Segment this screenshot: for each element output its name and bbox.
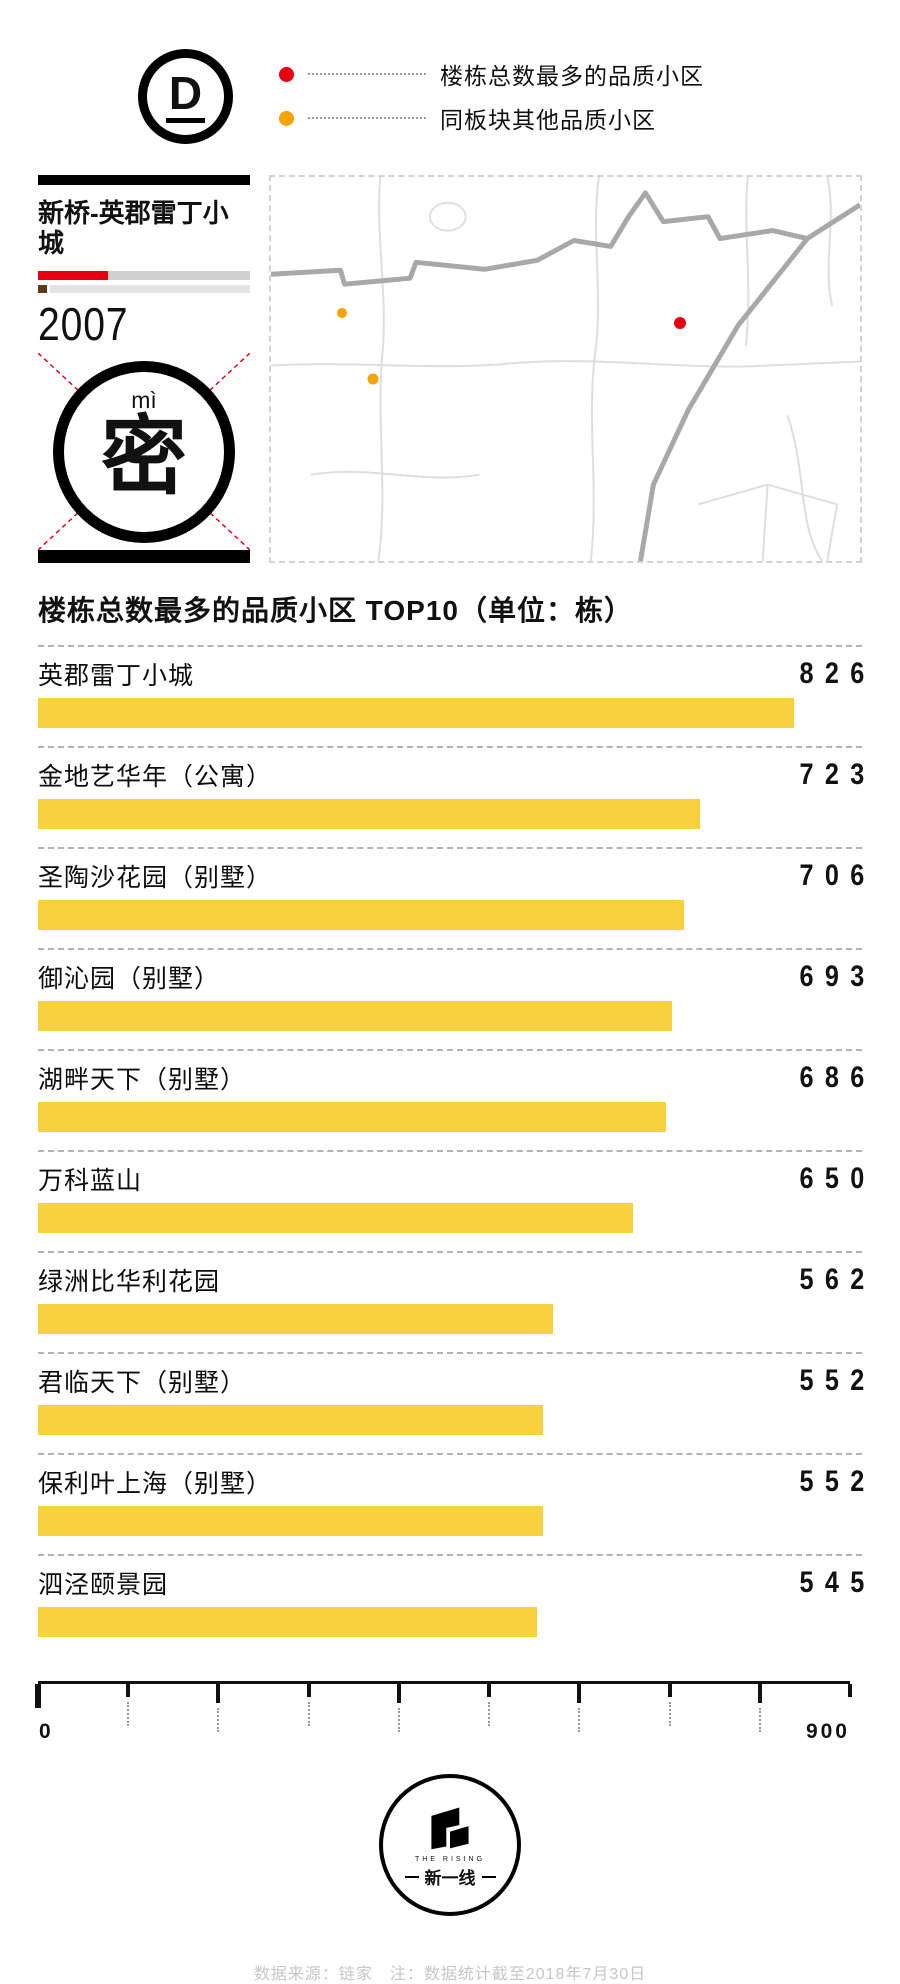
panel-year: 2007	[38, 298, 129, 350]
panel-bottom-bar	[38, 550, 250, 563]
map-roads	[271, 177, 860, 561]
chart-row: 君临天下（别墅） 552	[38, 1352, 864, 1453]
logo-chinese-text: 新一线	[399, 1864, 502, 1889]
axis-tick	[577, 1684, 582, 1732]
legend-dot-orange-icon	[279, 110, 294, 126]
panel-mini-bar-2	[38, 285, 250, 293]
legend-row-primary: 楼栋总数最多的品质小区	[279, 60, 704, 89]
info-panel: 新桥-英郡雷丁小城 2007 mì 密	[38, 175, 250, 563]
bar	[38, 1506, 544, 1536]
d-logo-letter: D	[165, 70, 206, 123]
axis-tick	[848, 1684, 852, 1697]
bar-label: 御沁园（别墅）	[38, 965, 221, 993]
bar-value: 562	[799, 1263, 876, 1296]
legend: 楼栋总数最多的品质小区 同板块其他品质小区	[279, 60, 704, 133]
axis-tick	[216, 1684, 221, 1732]
bar-value: 545	[799, 1566, 876, 1599]
stamp-character: 密	[101, 408, 187, 505]
bar-label: 泗泾颐景园	[38, 1571, 169, 1599]
map-dot-other	[367, 373, 379, 385]
x-axis-ruler: 0 900	[35, 1681, 852, 1744]
legend-dot-red-icon	[279, 66, 294, 82]
header: D 楼栋总数最多的品质小区 同板块其他品质小区	[0, 0, 900, 148]
chart-title: 楼栋总数最多的品质小区 TOP10（单位：栋）	[38, 595, 633, 626]
bar	[38, 1304, 553, 1334]
bar-label: 湖畔天下（别墅）	[38, 1066, 247, 1094]
bar-label: 绿洲比华利花园	[38, 1268, 221, 1296]
district-map	[269, 175, 862, 563]
bar-value: 706	[799, 859, 876, 892]
bar-label: 金地艺华年（公寓）	[38, 763, 273, 791]
density-stamp: mì 密	[38, 353, 250, 550]
stamp-circle: mì 密	[53, 360, 235, 543]
footer: THE RISING 新一线 数据来源：链家 注：数据统计截至2018年7月30…	[0, 1774, 900, 1984]
chart-section: 楼栋总数最多的品质小区 TOP10（单位：栋） 英郡雷丁小城 826 金地艺华年（公…	[35, 589, 864, 1744]
axis-max-label: 900	[805, 1720, 850, 1743]
axis-tick	[35, 1684, 41, 1708]
bar-value: 686	[799, 1061, 876, 1094]
bar-value: 693	[799, 960, 876, 993]
logo-left-line	[404, 1875, 419, 1878]
panel-mini-bar-gray	[50, 285, 250, 293]
panel-title: 新桥-英郡雷丁小城	[38, 198, 229, 258]
bar	[38, 698, 795, 728]
bar-label: 英郡雷丁小城	[38, 662, 195, 690]
bar	[38, 799, 700, 829]
stamp-pinyin: mì	[131, 386, 157, 413]
chart-rows: 英郡雷丁小城 826 金地艺华年（公寓） 723 圣陶沙花园（别墅） 706 御沁园（别墅）…	[38, 645, 864, 1655]
rising-lab-mark-icon	[431, 1807, 469, 1850]
panel-mini-bar-red-segment	[38, 271, 108, 280]
chart-row: 圣陶沙花园（别墅） 706	[38, 847, 864, 948]
chart-row: 泗泾颐景园 545	[38, 1554, 864, 1655]
chart-row: 英郡雷丁小城 826	[38, 645, 864, 746]
logo-right-line	[481, 1875, 496, 1878]
bar-label: 圣陶沙花园（别墅）	[38, 864, 273, 892]
bar	[38, 1607, 537, 1637]
bar-label: 君临天下（别墅）	[38, 1369, 247, 1397]
chart-row: 御沁园（别墅） 693	[38, 948, 864, 1049]
map-dot-other	[336, 308, 347, 319]
bar	[38, 1203, 634, 1233]
map-dot-primary	[674, 316, 687, 329]
bar-value: 723	[799, 758, 876, 791]
legend-row-other: 同板块其他品质小区	[279, 104, 704, 133]
panel-mini-bar-square	[38, 285, 47, 293]
axis-tick	[396, 1684, 401, 1732]
bar-label: 保利叶上海（别墅）	[38, 1470, 273, 1498]
district-boundary	[271, 190, 860, 561]
chart-row: 保利叶上海（别墅） 552	[38, 1453, 864, 1554]
axis-tick	[757, 1684, 762, 1732]
bar	[38, 1405, 544, 1435]
legend-leader-line	[308, 117, 426, 119]
rising-lab-logo: THE RISING 新一线	[379, 1774, 521, 1916]
bar-value: 552	[799, 1465, 876, 1498]
bar	[38, 900, 685, 930]
axis-tick	[306, 1684, 311, 1726]
axis-tick	[487, 1684, 492, 1726]
data-source-note: 数据来源：链家 注：数据统计截至2018年7月30日	[253, 1966, 647, 1983]
logo-english-text: THE RISING	[414, 1856, 486, 1863]
d-logo-icon: D	[138, 48, 233, 144]
chart-row: 湖畔天下（别墅） 686	[38, 1049, 864, 1150]
axis-tick	[126, 1684, 131, 1726]
bar	[38, 1102, 667, 1132]
bar	[38, 1001, 673, 1031]
chart-row: 金地艺华年（公寓） 723	[38, 746, 864, 847]
axis-min-label: 0	[39, 1720, 51, 1743]
legend-label: 同板块其他品质小区	[440, 107, 656, 133]
panel-section: 新桥-英郡雷丁小城 2007 mì 密	[38, 175, 862, 563]
legend-label: 楼栋总数最多的品质小区	[440, 63, 704, 89]
chart-row: 绿洲比华利花园 562	[38, 1251, 864, 1352]
bar-label: 万科蓝山	[38, 1167, 143, 1195]
bar-value: 650	[799, 1162, 876, 1195]
bar-value: 826	[799, 657, 876, 690]
panel-mini-bar-1	[38, 271, 250, 280]
legend-leader-line	[308, 73, 426, 75]
chart-row: 万科蓝山 650	[38, 1150, 864, 1251]
panel-top-bar	[38, 175, 250, 185]
bar-value: 552	[799, 1364, 876, 1397]
axis-tick	[667, 1684, 672, 1726]
